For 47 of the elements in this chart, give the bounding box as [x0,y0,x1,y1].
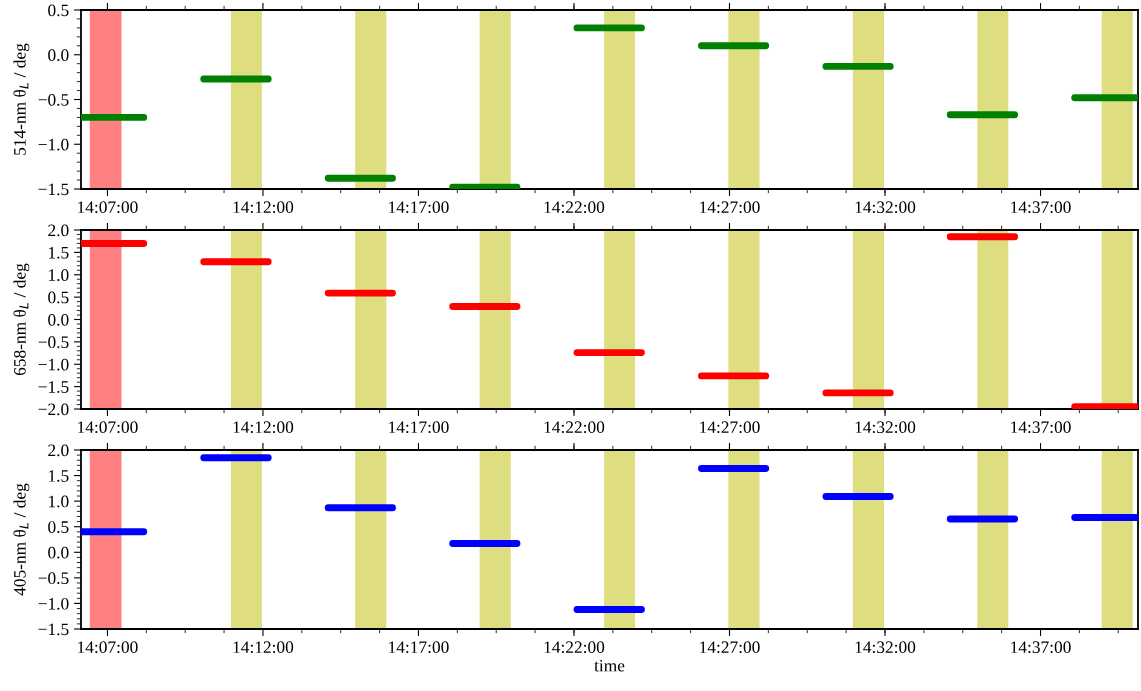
y-tick-label: 0.5 [48,521,69,533]
x-tick-label: 14:17:00 [389,641,449,654]
y-tick-label: 1.0 [49,269,69,282]
y-tick-label: 0.5 [48,291,69,304]
x-tick-label: 14:17:00 [389,201,449,214]
y-tick-label: −1.5 [38,381,69,393]
y-tick-label: −0.5 [38,572,69,585]
x-tick-label: 14:12:00 [233,641,294,654]
y-axis-title: 514-nm θ$_{L}$ / deg [13,43,30,155]
y-tick-label: 1.0 [49,495,69,508]
y-tick-label: −1.5 [38,623,69,636]
x-tick-label: 14:27:00 [700,421,760,434]
y-tick-label: −0.5 [38,336,69,349]
y-tick-label: 1.5 [49,246,69,259]
x-tick-label: 14:12:00 [233,421,294,434]
y-tick-label: −1.5 [38,183,69,196]
y-tick-label: 0.0 [48,49,69,62]
x-tick-label: 14:37:00 [1011,201,1071,214]
y-tick-label: −1.0 [38,138,69,151]
y-tick-label: −2.0 [38,403,69,416]
x-tick-label: 14:32:00 [855,421,916,434]
x-tick-label: 14:22:00 [544,421,605,434]
y-tick-label: −0.5 [38,93,69,106]
y-axis-title: 405-nm θ$_{L}$ / deg [13,483,30,596]
y-tick-label: −1.0 [38,358,69,371]
x-axis-title: time [594,659,625,672]
y-tick-label: 2.0 [48,444,69,457]
x-tick-label: 14:12:00 [233,201,294,214]
x-tick-label: 14:37:00 [1011,641,1071,654]
x-tick-label: 14:07:00 [78,201,138,214]
y-tick-label: 0.5 [48,4,69,17]
x-tick-label: 14:27:00 [700,201,760,214]
x-tick-label: 14:07:00 [78,421,138,434]
y-tick-label: 0.0 [48,546,69,559]
x-tick-label: 14:22:00 [544,641,605,654]
x-tick-label: 14:07:00 [78,641,138,654]
y-tick-label: −1.0 [38,597,69,610]
y-tick-label: 0.0 [48,313,69,326]
x-tick-label: 14:22:00 [544,201,605,214]
x-tick-label: 14:17:00 [389,421,449,434]
y-tick-label: 2.0 [48,224,69,237]
x-tick-label: 14:37:00 [1011,421,1071,434]
x-tick-label: 14:32:00 [855,641,916,654]
x-tick-label: 14:27:00 [700,641,760,654]
x-tick-label: 14:32:00 [855,201,916,214]
y-tick-label: 1.5 [49,470,69,482]
y-axis-title: 658-nm θ$_{L}$ / deg [13,263,30,376]
